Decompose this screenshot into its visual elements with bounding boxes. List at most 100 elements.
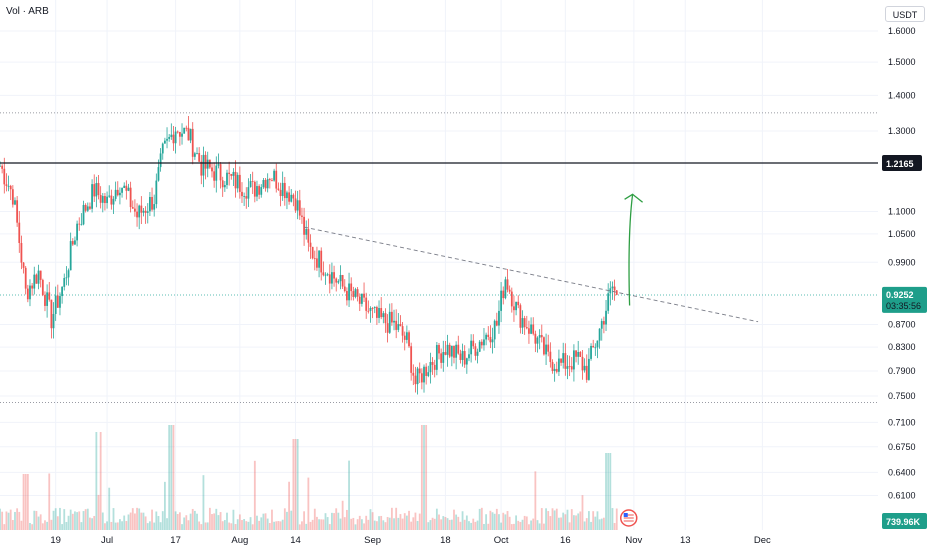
volume-bar	[243, 519, 246, 530]
price-axis[interactable]: 1.6000 1.5000 1.4000 1.3000 1.1000 1.0500 0.99…	[882, 26, 927, 529]
candle-body	[108, 195, 111, 197]
time-tick-label: Aug	[231, 535, 248, 546]
volume-bar	[213, 513, 216, 530]
candle-body	[67, 270, 70, 278]
volume-bar	[307, 477, 310, 530]
candle-body	[613, 286, 616, 291]
volume-bar	[590, 521, 592, 530]
candle-body	[279, 189, 282, 197]
volume-bar	[386, 517, 389, 530]
candle-body	[525, 327, 528, 329]
candle-body	[5, 184, 8, 186]
volume-bar	[328, 524, 331, 530]
candle-body	[487, 334, 490, 337]
volume-bar	[93, 515, 96, 530]
candle-body	[356, 289, 359, 297]
candle-body	[129, 187, 132, 208]
volume-bar	[549, 516, 552, 530]
candle-body	[375, 307, 378, 318]
volume-bar	[369, 509, 372, 530]
volume-bar	[596, 511, 599, 530]
candle-body	[401, 326, 404, 336]
candle-body	[382, 313, 385, 318]
volume-bar	[149, 521, 151, 530]
candle-body	[217, 164, 220, 166]
volume-bar	[316, 516, 318, 530]
volume-bar	[508, 516, 511, 530]
volume-bar	[119, 519, 121, 530]
candle-body	[536, 337, 539, 344]
volume-bar	[607, 453, 610, 530]
candle-body	[403, 335, 406, 340]
candle-body	[215, 165, 218, 181]
candle-body	[378, 308, 380, 318]
volume-bar	[89, 517, 91, 530]
candle-body	[277, 188, 280, 190]
volume-bar	[138, 508, 141, 530]
candle-body	[438, 345, 440, 354]
volume-bar	[238, 514, 241, 530]
candle-body	[425, 366, 428, 376]
candle-body	[322, 272, 325, 276]
volume-bar	[305, 523, 308, 530]
time-tick-label: 19	[50, 535, 61, 546]
candle-body	[435, 345, 438, 370]
trend-line	[303, 226, 759, 323]
candle-body	[230, 173, 233, 176]
unit-button[interactable]: USDT	[885, 6, 925, 22]
candle-body	[386, 323, 389, 333]
volume-bar	[208, 507, 211, 530]
candle-body	[547, 344, 550, 352]
candle-body	[480, 341, 483, 346]
volume-bar	[575, 515, 577, 530]
candle-body	[80, 224, 83, 226]
volume-bar	[161, 511, 164, 530]
volume-bar	[144, 516, 147, 530]
candle-body	[579, 351, 582, 357]
volume-bar	[322, 519, 325, 530]
candle-body	[296, 200, 299, 211]
candle-body	[187, 127, 190, 141]
volume-bar	[65, 521, 68, 530]
volume-bar	[609, 453, 612, 530]
candle-body	[95, 183, 98, 197]
drawings[interactable]	[0, 162, 878, 527]
volume-bar	[388, 517, 391, 530]
candle-body	[251, 181, 254, 182]
candle-body	[20, 242, 23, 263]
candle-body	[228, 172, 231, 174]
volume-bar	[5, 511, 8, 530]
volume-bar	[44, 520, 46, 530]
candle-body	[46, 292, 49, 306]
volume-bar	[50, 519, 53, 530]
volume-bar	[24, 474, 27, 530]
volume-bar	[405, 515, 408, 530]
time-axis[interactable]: 19 Jul 17 Aug 14 Sep 18 Oct 16 Nov 13 Dec	[50, 535, 771, 546]
candle-body	[191, 128, 194, 157]
volume-bar	[530, 520, 532, 530]
volume-bar	[427, 522, 430, 530]
volume-bar	[127, 514, 130, 530]
candle-body	[166, 138, 168, 141]
volume-bar	[476, 520, 479, 530]
volume-bar	[140, 512, 143, 530]
volume-bar	[375, 521, 378, 530]
candle-body	[247, 187, 250, 199]
volume-bar	[568, 522, 571, 530]
candle-body	[543, 337, 545, 355]
volume-bar	[232, 509, 235, 530]
volume-bar	[408, 510, 410, 530]
candle-body	[159, 153, 162, 168]
volume-bar	[444, 517, 447, 530]
candle-body	[510, 291, 513, 307]
volume-bar	[560, 517, 562, 530]
candle-body	[206, 159, 209, 169]
price-tick-label: 0.6100	[888, 491, 916, 501]
candle-body	[198, 153, 201, 162]
candle-body	[521, 318, 524, 328]
price-tick-label: 0.6400	[888, 467, 916, 477]
candle-body	[596, 340, 599, 348]
candle-body	[305, 229, 308, 235]
